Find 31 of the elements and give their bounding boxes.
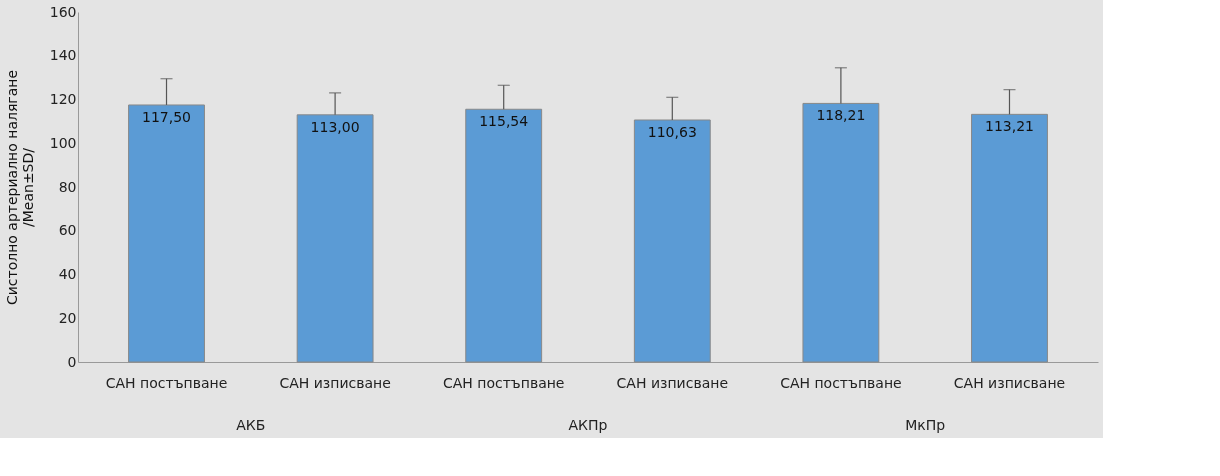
bar [802,102,880,363]
text: АКПр [568,417,608,433]
bar [128,104,205,363]
x-tick-label: САН постъпване [105,374,228,391]
bar [633,119,711,363]
x-tick-label: САН изписване [953,374,1066,391]
bar [465,108,543,363]
x-tick-label: САН изписване [616,374,729,391]
data-label: 118,21 [816,107,866,124]
y-tick-label: 40 [58,266,77,282]
data-label: 113,00 [310,118,360,135]
data-label: 113,21 [984,118,1034,135]
bar [971,113,1048,363]
y-tick-label: 140 [49,47,77,64]
y-tick-label: 80 [58,178,77,195]
x-tick-label: САН постъпване [780,374,902,391]
bar [296,114,374,363]
y-axis-title: Систолно артериално налягане /Mean±SD/ [3,69,36,306]
data-label: 115,54 [479,113,529,130]
x-tick-label: САН изписване [279,374,391,391]
text: МкПр [905,417,946,433]
y-tick-label: 0 [67,353,77,370]
y-tick-label: 60 [58,222,77,239]
data-label: 110,63 [647,124,697,140]
y-tick-label: 20 [58,309,77,326]
y-tick-label: 120 [49,91,77,107]
data-label: 117,50 [142,108,192,125]
y-tick-label: 100 [49,134,77,151]
x-tick-label: САН постъпване [442,374,565,391]
text: АКБ [236,417,266,433]
y-tick-label: 160 [49,3,77,20]
